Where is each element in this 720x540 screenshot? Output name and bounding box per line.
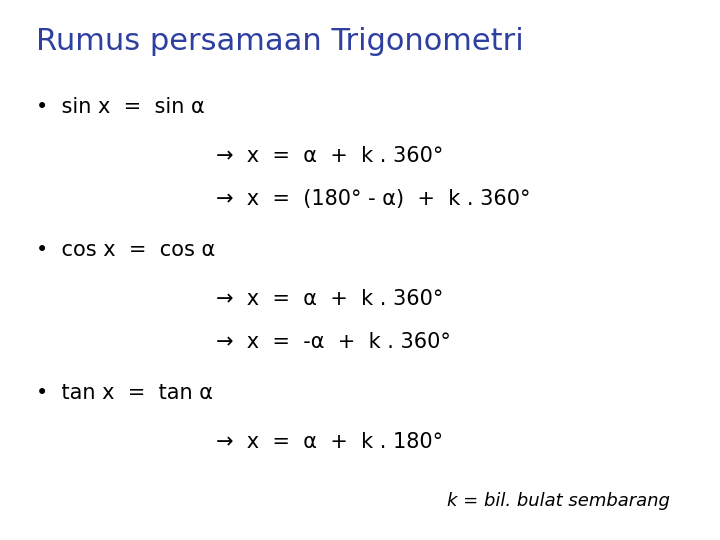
Text: →  x  =  -α  +  k . 360°: → x = -α + k . 360° [216, 332, 451, 352]
Text: k = bil. bulat sembarang: k = bil. bulat sembarang [446, 492, 670, 510]
Text: •  sin x  =  sin α: • sin x = sin α [36, 97, 204, 117]
Text: →  x  =  α  +  k . 180°: → x = α + k . 180° [216, 432, 443, 452]
Text: →  x  =  α  +  k . 360°: → x = α + k . 360° [216, 146, 444, 166]
Text: •  cos x  =  cos α: • cos x = cos α [36, 240, 215, 260]
Text: →  x  =  α  +  k . 360°: → x = α + k . 360° [216, 289, 444, 309]
Text: Rumus persamaan Trigonometri: Rumus persamaan Trigonometri [36, 27, 523, 56]
Text: →  x  =  (180° - α)  +  k . 360°: → x = (180° - α) + k . 360° [216, 189, 531, 209]
Text: •  tan x  =  tan α: • tan x = tan α [36, 383, 213, 403]
